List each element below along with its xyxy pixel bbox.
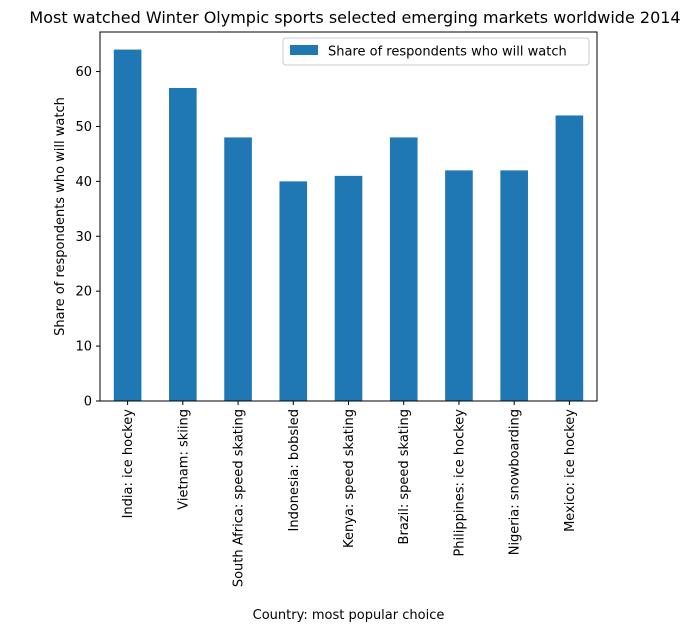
bars-group (113, 49, 584, 402)
x-tick-label-4: Kenya: speed skating (342, 409, 357, 548)
y-axis-ticks: 0 10 20 30 40 50 60 (75, 65, 100, 410)
x-tick-label-8: Mexico: ice hockey (563, 409, 578, 532)
bar-2 (224, 137, 252, 401)
y-tick-label-4: 40 (75, 175, 92, 190)
bar-5 (389, 137, 418, 401)
y-tick-label-5: 50 (75, 120, 92, 135)
legend: Share of respondents who will watch (282, 37, 590, 66)
y-axis-label: Share of respondents who will watch (53, 97, 68, 336)
bar-8 (555, 115, 584, 401)
legend-swatch (290, 45, 318, 55)
x-tick-label-6: Philippines: ice hockey (452, 409, 467, 557)
y-tick-label-0: 0 (84, 395, 92, 410)
bar-7 (500, 170, 528, 401)
bar-6 (445, 170, 473, 401)
bar-3 (279, 181, 308, 401)
x-tick-label-2: South Africa: speed skating (232, 409, 247, 587)
x-axis-ticks: India: ice hockey Vietnam: skiing South Af… (121, 401, 578, 587)
x-tick-label-1: Vietnam: skiing (176, 409, 191, 510)
x-tick-label-0: India: ice hockey (121, 409, 136, 519)
bar-0 (113, 49, 142, 401)
x-tick-label-3: Indonesia: bobsled (287, 409, 302, 531)
bar-4 (334, 175, 363, 401)
x-tick-label-5: Brazil: speed skating (397, 409, 412, 544)
plot-frame (99, 31, 598, 402)
x-axis-label: Country: most popular choice (253, 608, 445, 623)
y-tick-label-2: 20 (75, 285, 92, 300)
chart-title: Most watched Winter Olympic sports selec… (29, 8, 680, 27)
y-tick-label-1: 10 (75, 340, 92, 355)
bar-1 (169, 88, 197, 402)
legend-label: Share of respondents who will watch (328, 45, 567, 60)
x-tick-label-7: Nigeria: snowboarding (508, 409, 523, 555)
y-tick-label-6: 60 (75, 65, 92, 80)
legend-box (282, 37, 590, 66)
y-tick-label-3: 30 (75, 230, 92, 245)
